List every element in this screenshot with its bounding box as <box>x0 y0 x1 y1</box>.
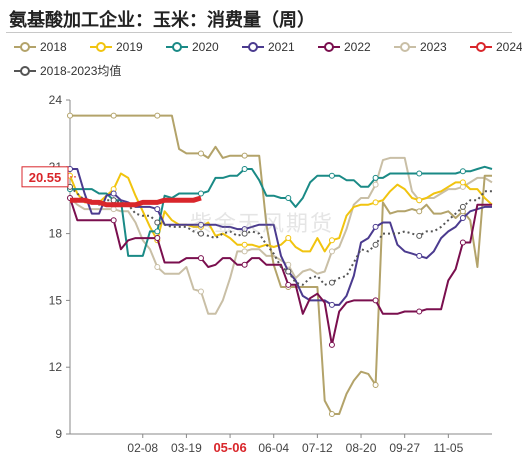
x-highlight-background <box>208 439 253 457</box>
watermark: 紫金天风期货 <box>190 212 335 237</box>
legend-label: 2023 <box>420 40 447 54</box>
data-point-2022 <box>459 239 466 246</box>
data-point-2018 <box>197 150 204 157</box>
data-point-2018 <box>110 112 117 119</box>
x-tick-label: 06-04 <box>258 441 289 455</box>
x-tick-label: 07-12 <box>302 441 333 455</box>
data-point-2019 <box>372 199 379 206</box>
legend-swatch-icon <box>14 42 36 52</box>
data-point-2021 <box>459 215 466 222</box>
data-point-2023 <box>154 264 161 270</box>
data-point-2022 <box>285 281 292 288</box>
data-point-2018-2023均值 <box>459 203 466 210</box>
data-point-2020 <box>241 166 248 173</box>
legend-swatch-icon <box>242 42 264 52</box>
legend-label: 2024 <box>496 40 522 54</box>
data-point-2018 <box>241 152 248 159</box>
data-point-2018-2023均值 <box>416 232 423 239</box>
x-tick-label-highlighted: 05-06 <box>213 440 246 455</box>
data-point-2022 <box>372 297 379 304</box>
data-point-2021 <box>328 301 335 308</box>
x-tick-label: 02-08 <box>127 441 158 455</box>
data-point-2022 <box>328 341 335 348</box>
data-point-2018 <box>416 208 423 215</box>
data-point-2019 <box>285 235 292 242</box>
data-point-2018-2023均值 <box>110 197 117 204</box>
legend-swatch-icon <box>318 42 340 52</box>
y-tick-label: 9 <box>55 427 62 441</box>
legend-label: 2022 <box>344 40 371 54</box>
chart-title: 氨基酸加工企业：玉米：消费量（周） <box>9 10 315 31</box>
data-point-2022 <box>241 261 248 268</box>
data-point-2020 <box>328 172 335 179</box>
legend-label: 2018-2023均值 <box>40 64 122 78</box>
data-point-2023 <box>241 248 248 255</box>
legend-item-2024[interactable]: 2024 <box>470 40 522 54</box>
data-point-2018 <box>372 382 379 389</box>
data-point-2019 <box>416 197 423 204</box>
y-tick-label: 24 <box>49 93 63 107</box>
data-point-2021 <box>197 221 204 228</box>
data-point-2023 <box>197 288 204 295</box>
data-point-2021 <box>154 206 161 213</box>
x-tick-label: 03-19 <box>171 441 202 455</box>
data-point-2020 <box>459 168 466 175</box>
data-point-2023 <box>372 181 379 188</box>
y-tick-label: 12 <box>49 360 63 374</box>
x-tick-label: 11-05 <box>433 441 463 455</box>
data-point-2020 <box>416 170 423 177</box>
legend-item-2022[interactable]: 2022 <box>318 40 371 54</box>
latest-value-badge <box>21 166 69 188</box>
data-point-2018 <box>67 112 73 119</box>
legend-swatch-icon <box>166 42 188 52</box>
data-point-2019 <box>459 179 466 186</box>
data-point-2021 <box>110 190 117 197</box>
data-point-2020 <box>372 174 379 181</box>
legend-item-2023[interactable]: 2023 <box>394 40 447 54</box>
data-point-2023 <box>328 248 335 255</box>
legend-label: 2019 <box>116 40 143 54</box>
legend-item-2021[interactable]: 2021 <box>242 40 295 54</box>
legend-label: 2020 <box>192 40 219 54</box>
data-point-2018 <box>328 410 335 417</box>
legend-swatch-icon <box>90 42 112 52</box>
y-tick-label: 15 <box>49 293 63 307</box>
data-point-2018-2023均值 <box>241 230 248 237</box>
data-point-2021 <box>372 223 379 230</box>
series-line-2024 <box>70 195 202 208</box>
legend-swatch-icon <box>14 65 36 76</box>
data-point-2018-2023均值 <box>285 268 292 275</box>
data-point-2021 <box>416 252 423 259</box>
data-point-2018 <box>154 112 161 119</box>
legend-item-2020[interactable]: 2020 <box>166 40 219 54</box>
data-point-2020 <box>285 194 292 201</box>
series-line-2018 <box>70 114 492 415</box>
data-point-2020 <box>154 228 161 235</box>
legend-item-2019[interactable]: 2019 <box>90 40 143 54</box>
data-point-2022 <box>197 255 204 262</box>
y-tick-label: 18 <box>49 227 63 241</box>
x-tick-label: 09-27 <box>389 441 420 455</box>
data-point-2022 <box>154 235 161 242</box>
legend-swatch-icon <box>470 42 492 52</box>
legend-item-2018-2023均值[interactable]: 2018-2023均值 <box>14 62 121 79</box>
title-divider <box>6 32 512 33</box>
legend-item-2018[interactable]: 2018 <box>14 40 67 54</box>
legend-swatch-icon <box>394 42 416 52</box>
data-point-2023 <box>110 206 117 213</box>
data-point-2018-2023均值 <box>372 241 379 248</box>
data-point-2018-2023均值 <box>154 219 161 226</box>
legend-label: 2018 <box>40 40 67 54</box>
data-point-2022 <box>416 308 423 315</box>
data-point-2019 <box>328 237 335 244</box>
x-tick-label: 08-20 <box>346 441 377 455</box>
data-point-2022 <box>110 217 117 224</box>
latest-value-label: 20.55 <box>29 170 62 185</box>
data-point-2018-2023均值 <box>328 279 335 286</box>
data-point-2019 <box>241 241 248 248</box>
data-point-2020 <box>197 190 204 197</box>
data-point-2018-2023均值 <box>197 230 204 237</box>
legend-label: 2021 <box>268 40 295 54</box>
